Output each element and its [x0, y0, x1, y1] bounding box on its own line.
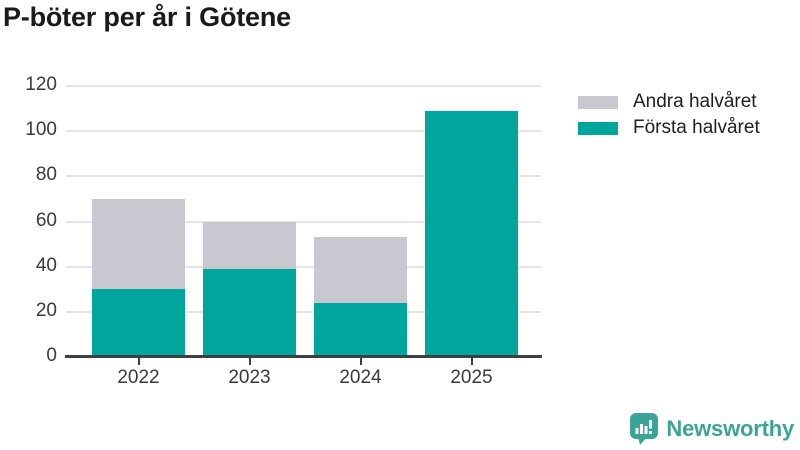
bar-segment [314, 237, 407, 303]
legend-item: Första halvåret [578, 115, 760, 141]
x-tick-mark [470, 358, 473, 365]
legend-item: Andra halvåret [578, 89, 757, 115]
legend-label: Första halvåret [633, 117, 760, 138]
gridline [66, 265, 541, 268]
legend-swatch [578, 121, 618, 135]
plot-area [66, 85, 541, 357]
gridline [66, 220, 541, 223]
x-tick-mark [359, 358, 362, 365]
gridline [66, 85, 541, 87]
bar-segment [203, 268, 296, 357]
bar-segment [425, 110, 518, 357]
x-tick-label: 2025 [450, 367, 493, 388]
legend-label: Andra halvåret [633, 91, 757, 112]
x-tick-label: 2022 [117, 367, 160, 388]
gridline [66, 130, 541, 133]
gridline [66, 310, 541, 313]
brand-name: Newsworthy [666, 416, 794, 441]
y-tick-label: 100 [25, 119, 57, 141]
bar-segment [92, 289, 185, 357]
x-tick-mark [137, 358, 140, 365]
legend-swatch [578, 95, 618, 109]
bar-segment [92, 198, 185, 290]
bar-segment [203, 221, 296, 269]
y-tick-label: 60 [35, 209, 57, 231]
y-tick-label: 40 [35, 254, 57, 276]
y-tick-label: 120 [25, 74, 57, 95]
x-tick-mark [248, 358, 251, 365]
y-tick-label: 20 [35, 299, 57, 321]
bar-segment [314, 302, 407, 357]
y-tick-label: 80 [35, 164, 57, 186]
chart-title: P-böter per år i Götene [3, 2, 291, 32]
x-tick-label: 2024 [339, 367, 382, 388]
y-tick-label: 0 [46, 345, 57, 366]
brand-footer[interactable]: Newsworthy [629, 412, 794, 446]
x-tick-label: 2023 [228, 367, 271, 388]
x-axis-line [65, 355, 542, 358]
newsworthy-logo-icon [630, 413, 659, 445]
gridline [66, 175, 541, 178]
